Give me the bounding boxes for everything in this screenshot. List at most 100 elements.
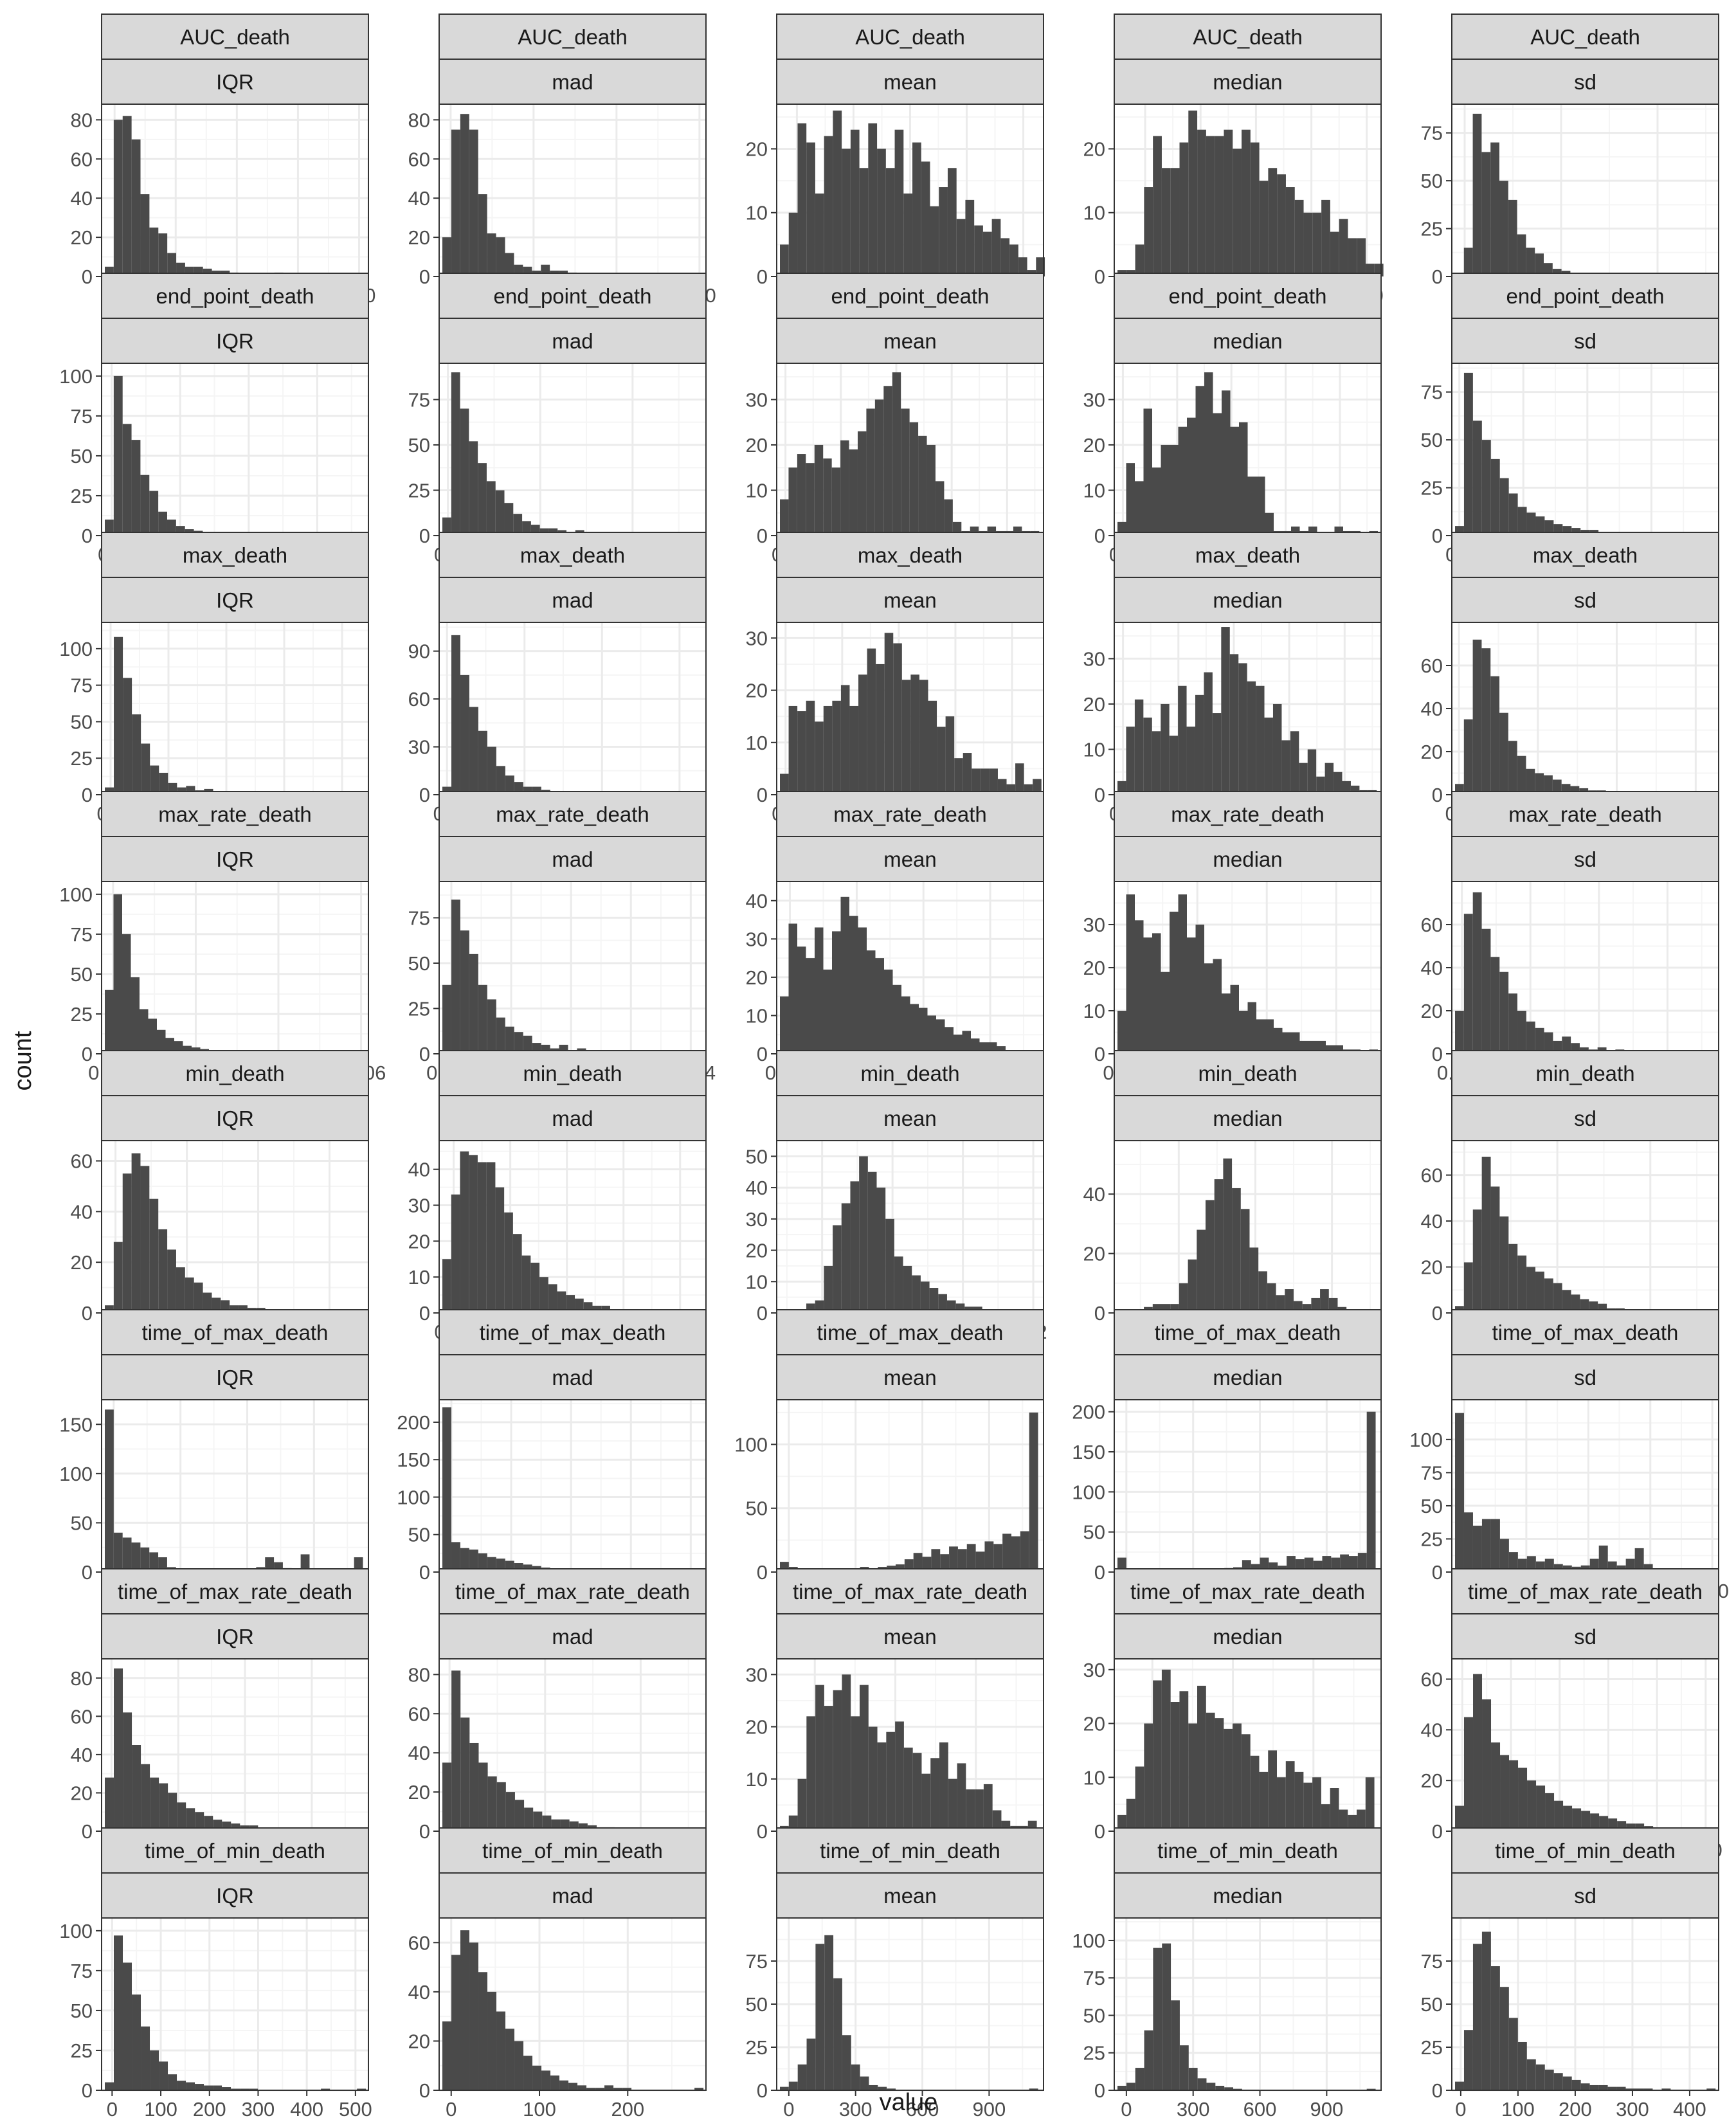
histogram-bar	[824, 136, 833, 276]
strip-row-text: min_death	[1198, 1062, 1297, 1085]
histogram-bar	[105, 1409, 114, 1572]
histogram-bar	[1598, 1545, 1608, 1572]
histogram-bar	[1607, 2086, 1617, 2090]
histogram-bar	[159, 1783, 168, 1831]
histogram-bar	[937, 727, 946, 795]
histogram-bar	[533, 1811, 543, 1831]
strip-col-label	[776, 1613, 1044, 1659]
strip-row-label	[776, 1050, 1044, 1096]
histogram-bar	[1316, 776, 1325, 795]
histogram-bar	[940, 1554, 950, 1572]
histogram-bar	[249, 2088, 258, 2090]
histogram-bar	[132, 1994, 141, 2090]
histogram-bar	[1303, 1782, 1313, 1831]
histogram-bar	[1170, 911, 1179, 1054]
histogram-bar	[521, 1255, 531, 1313]
histogram-bar	[1277, 174, 1286, 276]
histogram-bar	[165, 1038, 174, 1054]
histogram-bar	[477, 1162, 487, 1313]
histogram-bar	[815, 927, 824, 1054]
histogram-bar	[149, 1552, 159, 1572]
histogram-bar	[1170, 1702, 1180, 1831]
histogram-bar	[1256, 476, 1265, 536]
histogram-bar	[1187, 937, 1196, 1054]
histogram-bar	[460, 1548, 469, 1572]
histogram-bar	[1481, 440, 1491, 536]
strip-row-label	[101, 791, 369, 837]
histogram-bar	[1126, 727, 1135, 795]
strip-row-text: AUC_death	[1193, 25, 1303, 49]
histogram-bar	[1581, 1811, 1591, 1831]
histogram-bar	[1490, 676, 1500, 795]
histogram-bar	[1526, 1267, 1535, 1313]
histogram-bar	[1281, 740, 1290, 795]
histogram-bar	[167, 253, 177, 276]
histogram-bar	[1339, 1809, 1348, 1831]
histogram-bar	[495, 490, 505, 536]
y-tick-label: 40	[408, 1742, 430, 1764]
y-tick-label: 10	[746, 202, 768, 224]
y-tick-label: 50	[71, 963, 93, 986]
y-tick-label: 50	[1421, 1993, 1443, 2016]
histogram-bar	[1267, 1283, 1276, 1313]
facet-panel: max_rate_deathIQR0.0000.0020.0040.006025…	[59, 791, 386, 1084]
histogram-bar	[797, 123, 807, 276]
histogram-bar	[694, 2088, 704, 2090]
strip-col-label	[1114, 1095, 1382, 1141]
histogram-bar	[1463, 1262, 1473, 1313]
strip-row-label	[1451, 1827, 1719, 1874]
histogram-bar	[1499, 1987, 1509, 2090]
histogram-bar	[168, 2074, 177, 2090]
strip-col-text: IQR	[216, 588, 254, 612]
histogram-bar	[1535, 1027, 1544, 1054]
histogram-bar	[815, 721, 824, 795]
histogram-bar	[114, 1935, 123, 2090]
histogram-bar	[514, 1032, 523, 1054]
histogram-bar	[203, 1292, 212, 1313]
histogram-bar	[1463, 372, 1473, 536]
histogram-bar	[1153, 1680, 1162, 1831]
strip-col-text: mean	[883, 70, 937, 94]
histogram-bar	[1322, 1556, 1332, 1572]
strip-col-text: IQR	[216, 847, 254, 871]
histogram-bar	[1197, 129, 1206, 276]
y-tick-label: 50	[1421, 1495, 1443, 1517]
histogram-bar	[1481, 152, 1491, 276]
histogram-bar	[451, 1542, 460, 1572]
histogram-bar	[840, 896, 849, 1054]
strip-col-text: median	[1213, 329, 1282, 353]
x-tick-label: 200	[611, 2098, 644, 2120]
y-tick-label: 50	[1083, 1521, 1105, 1544]
histogram-bar	[1509, 1760, 1519, 1831]
strip-col-label	[776, 318, 1044, 364]
y-tick-label: 25	[746, 2036, 768, 2059]
histogram-bar	[991, 219, 1001, 276]
strip-row-text: AUC_death	[1530, 25, 1640, 49]
y-tick-label: 100	[59, 1463, 93, 1485]
y-tick-label: 60	[408, 1931, 430, 1954]
y-tick-label: 30	[408, 736, 430, 759]
histogram-bar	[1274, 1027, 1283, 1054]
histogram-bar	[451, 1955, 461, 2090]
histogram-bar	[780, 996, 789, 1054]
histogram-bar	[948, 1778, 957, 1831]
histogram-bar	[158, 233, 168, 276]
histogram-bar	[186, 1808, 195, 1831]
histogram-bar	[1153, 1948, 1162, 2090]
histogram-bar	[814, 444, 824, 536]
histogram-bar	[1349, 1556, 1358, 1572]
strip-row-text: time_of_max_rate_death	[118, 1580, 352, 1604]
histogram-bar	[842, 1674, 851, 1831]
y-tick-label: 20	[1083, 1713, 1105, 1735]
histogram-bar	[1036, 257, 1045, 276]
y-tick-label: 10	[746, 1004, 768, 1027]
histogram-bar	[122, 116, 132, 276]
histogram-bar	[460, 1151, 469, 1313]
histogram-bar	[1215, 1718, 1224, 1831]
histogram-bar	[1526, 512, 1536, 536]
strip-row-text: time_of_max_rate_death	[1130, 1580, 1365, 1604]
histogram-bar	[833, 1978, 842, 2090]
strip-col-text: mad	[552, 329, 593, 353]
strip-row-text: time_of_max_death	[142, 1321, 329, 1344]
